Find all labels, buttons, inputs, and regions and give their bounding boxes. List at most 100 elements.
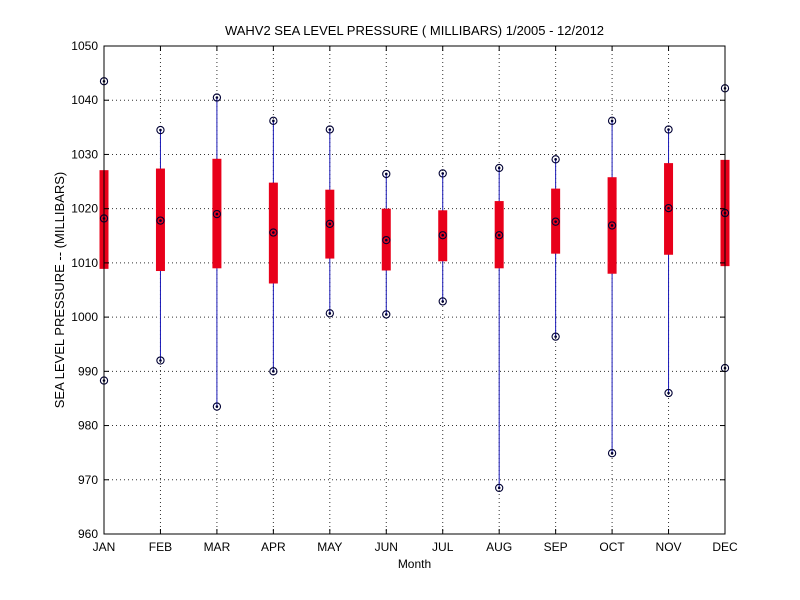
max-marker-jun-ring (382, 169, 391, 179)
max-marker-aug (495, 163, 504, 173)
max-marker-sep-dot (554, 158, 557, 161)
min-marker-sep (551, 332, 560, 341)
x-tick-label: SEP (544, 540, 568, 554)
y-tick-label: 1030 (71, 147, 98, 161)
mean-marker-mar-ring (212, 209, 222, 219)
mean-marker-nov-dot (667, 206, 670, 210)
min-marker-mar (212, 402, 222, 411)
min-marker-nov (664, 388, 673, 398)
min-marker-jun-ring (382, 310, 391, 319)
max-marker-sep (551, 155, 560, 164)
mean-marker-sep-dot (554, 220, 557, 223)
y-tick-label: 970 (78, 473, 98, 487)
y-tick-label: 1000 (71, 310, 98, 324)
mean-marker-sep (551, 217, 560, 226)
mean-marker-oct-dot (610, 224, 614, 227)
max-marker-may-ring (325, 125, 334, 134)
min-marker-oct-dot (610, 451, 614, 455)
axes: 960 970 980 990 1000 1010 1020 1030 1040 1050 JAN F… (71, 39, 738, 554)
max-marker-mar-ring (212, 93, 222, 102)
max-marker-feb-ring (156, 125, 165, 135)
x-axis-label: Month (398, 557, 431, 571)
mean-marker-nov-ring (664, 203, 673, 213)
max-marker-sep-ring (551, 155, 560, 164)
x-tick-label: JAN (93, 540, 116, 554)
max-marker-jun (382, 169, 391, 179)
mean-marker-oct-ring (607, 221, 617, 230)
x-tick-label: MAY (317, 540, 342, 554)
mean-marker-apr-dot (272, 231, 275, 234)
plot-area (104, 46, 725, 534)
min-marker-sep-ring (551, 332, 560, 341)
mean-marker-feb (156, 216, 165, 225)
mean-marker-aug-ring (495, 231, 504, 240)
min-marker-aug-dot (497, 486, 501, 490)
min-marker-jul-ring (438, 297, 447, 306)
min-marker-feb (156, 356, 165, 365)
min-marker-feb-dot (159, 359, 162, 362)
min-marker-jun (382, 310, 391, 319)
mean-marker-aug-dot (497, 233, 501, 237)
min-marker-apr (269, 367, 278, 376)
mean-marker-jun (382, 235, 391, 245)
min-marker-aug-ring (495, 483, 504, 493)
mean-marker-apr-ring (269, 228, 278, 237)
max-marker-jul-dot (441, 172, 445, 175)
min-marker-oct-ring (607, 449, 617, 458)
min-marker-jul (438, 297, 447, 306)
y-tick-label: 980 (78, 419, 98, 433)
min-marker-nov-ring (664, 388, 673, 398)
mean-marker-jul-ring (438, 231, 447, 240)
max-marker-feb (156, 125, 165, 135)
plot-frame (103, 45, 726, 535)
max-marker-mar-dot (215, 96, 219, 99)
mean-marker-mar-dot (215, 212, 219, 216)
min-marker-may (325, 309, 334, 318)
max-marker-aug-ring (495, 163, 504, 173)
max-marker-apr-dot (272, 119, 275, 123)
min-marker-apr-dot (272, 370, 275, 373)
mean-marker-aug (495, 231, 504, 240)
y-tick-label: 1040 (71, 93, 98, 107)
max-marker-nov-ring (664, 125, 673, 134)
mean-marker-may-dot (328, 222, 332, 226)
y-tick-label: 1050 (71, 39, 98, 53)
x-tick-label: FEB (149, 540, 172, 554)
max-marker-jun-dot (384, 172, 388, 176)
y-axis-label: SEA LEVEL PRESSURE -- (MILLIBARS) (52, 172, 67, 408)
y-tick-label: 960 (78, 527, 98, 541)
mean-marker-oct (607, 221, 617, 230)
x-tick-label: AUG (486, 540, 512, 554)
min-marker-jul-dot (441, 300, 445, 303)
mean-marker-sep-ring (551, 217, 560, 226)
max-marker-nov-dot (667, 128, 670, 131)
y-tick-label: 1020 (71, 202, 98, 216)
min-marker-sep-dot (554, 335, 557, 338)
mean-marker-feb-ring (156, 216, 165, 225)
y-tick-label: 990 (78, 364, 98, 378)
min-marker-oct (607, 449, 617, 458)
max-marker-apr-ring (269, 116, 278, 125)
min-marker-may-ring (325, 309, 334, 318)
mean-marker-jun-dot (384, 238, 388, 242)
max-marker-jul-ring (438, 169, 447, 178)
mean-marker-jul-dot (441, 233, 445, 237)
mean-marker-nov (664, 203, 673, 213)
x-tick-label: MAR (204, 540, 231, 554)
max-marker-nov (664, 125, 673, 134)
max-marker-oct-dot (610, 119, 614, 123)
x-tick-label: JUN (375, 540, 398, 554)
max-marker-aug-dot (497, 166, 501, 170)
mean-marker-apr (269, 228, 278, 237)
chart-title: WAHV2 SEA LEVEL PRESSURE ( MILLIBARS) 1/… (225, 23, 604, 38)
min-marker-aug (495, 483, 504, 493)
min-marker-may-dot (328, 312, 332, 315)
max-marker-mar (212, 93, 222, 102)
x-tick-label: APR (261, 540, 286, 554)
x-tick-label: NOV (656, 540, 682, 554)
min-marker-apr-ring (269, 367, 278, 376)
max-marker-may-dot (328, 128, 332, 131)
mean-marker-jun-ring (382, 235, 391, 245)
max-marker-oct (607, 116, 617, 125)
